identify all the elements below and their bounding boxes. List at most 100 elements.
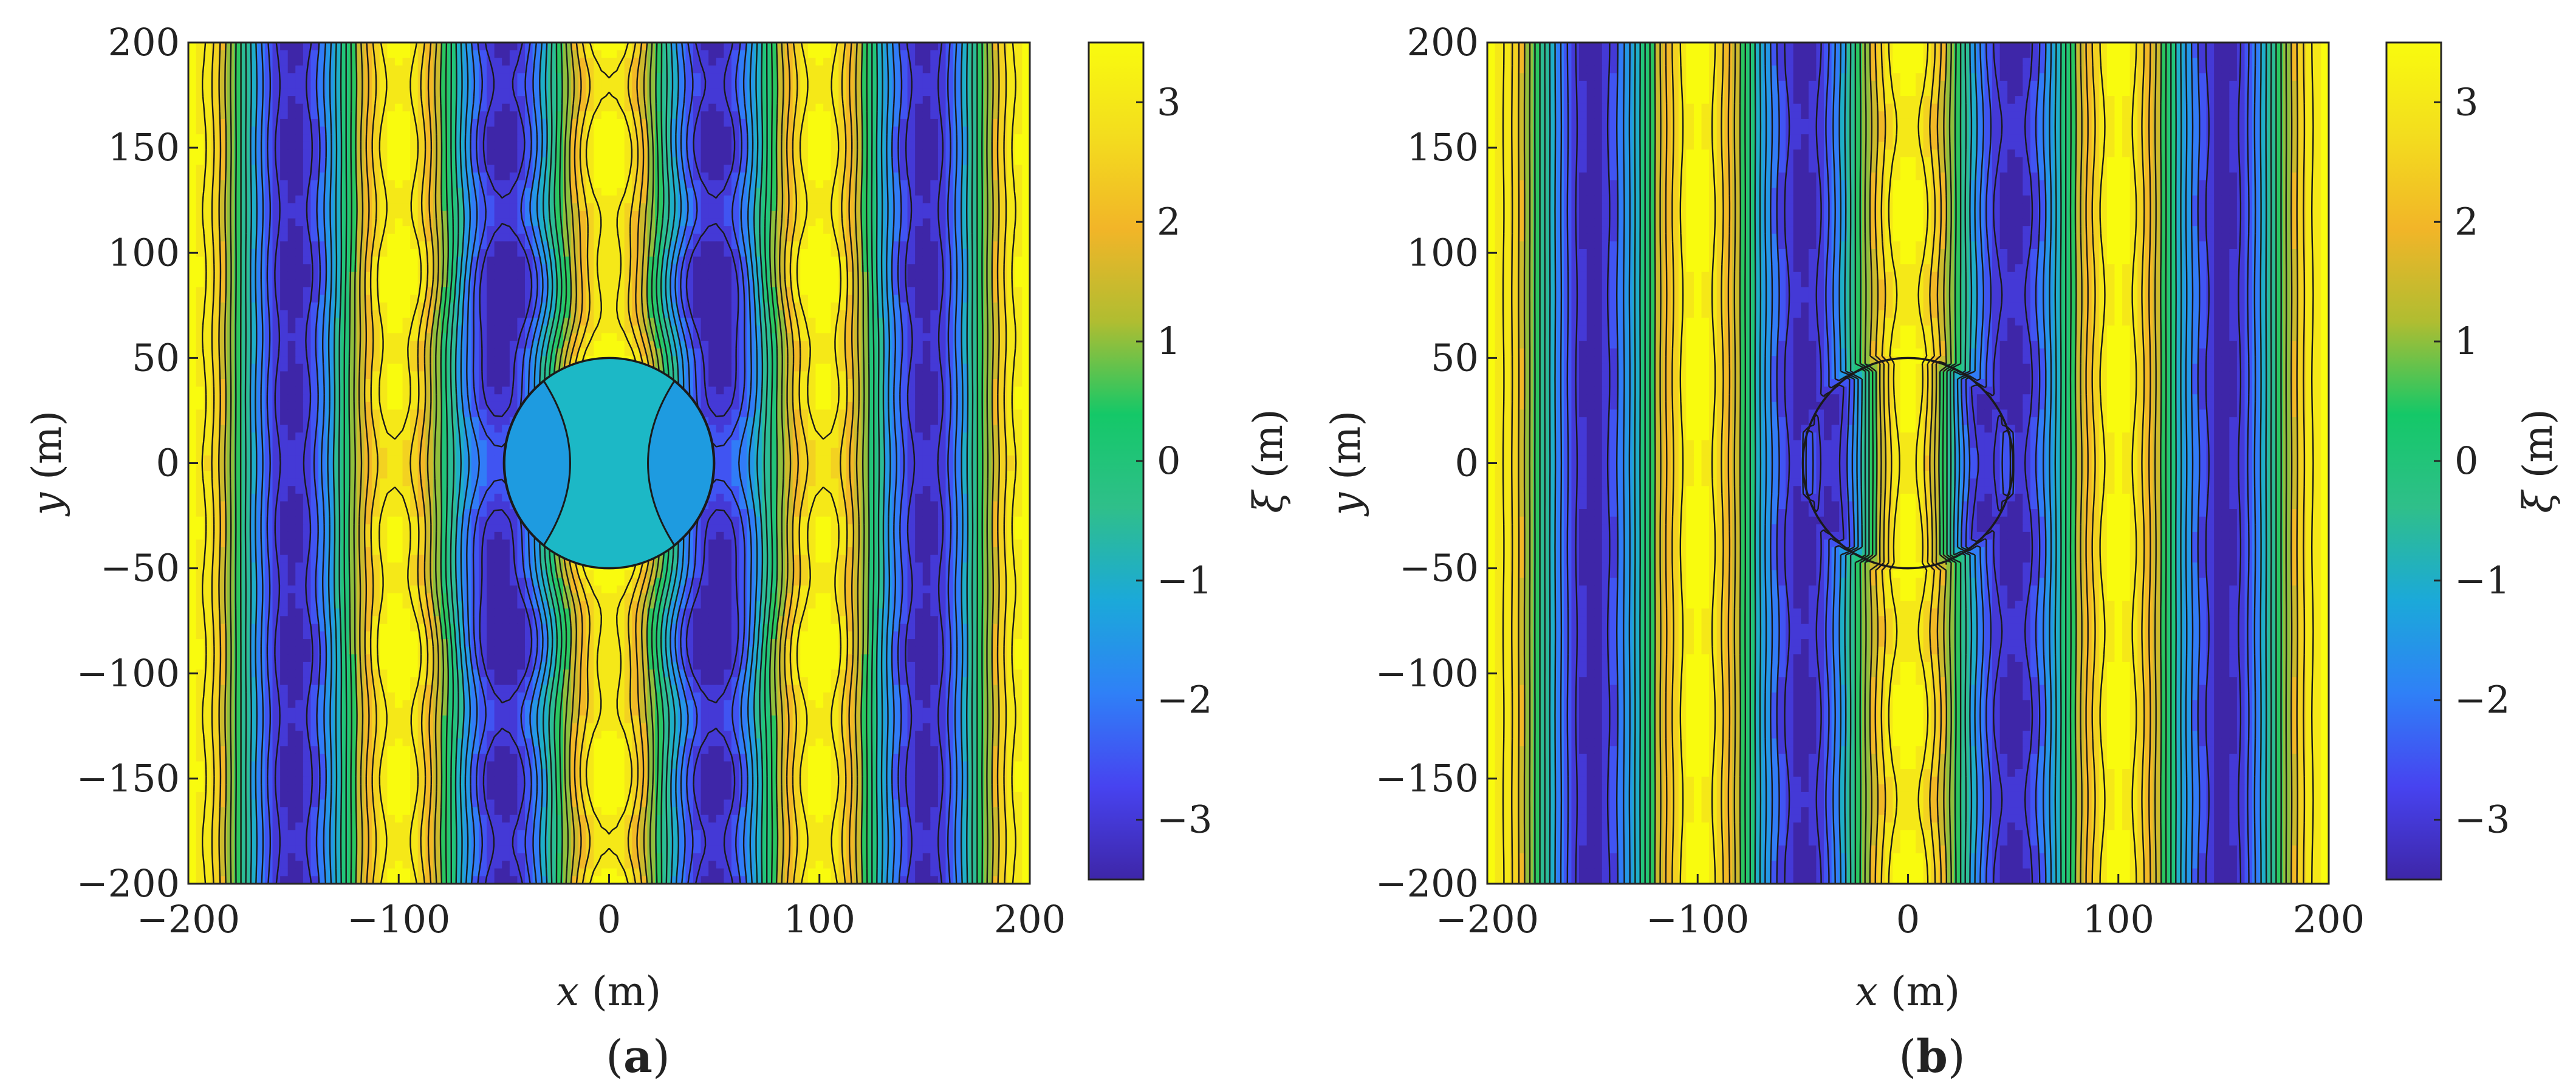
field-cell <box>785 348 793 357</box>
field-cell <box>869 65 877 73</box>
field-cell <box>807 149 817 158</box>
field-cell <box>494 264 502 273</box>
field-cell <box>777 96 786 104</box>
field-cell <box>1014 111 1023 120</box>
field-cell <box>670 80 679 89</box>
field-cell <box>211 142 219 150</box>
field-cell <box>1007 134 1015 143</box>
field-cell <box>999 126 1007 135</box>
field-cell <box>471 371 480 380</box>
field-cell <box>326 149 334 158</box>
field-cell <box>357 371 365 380</box>
field-cell <box>494 371 502 380</box>
field-cell <box>364 134 372 143</box>
field-cell <box>425 264 434 273</box>
field-cell <box>716 279 724 288</box>
field-cell <box>257 333 265 341</box>
field-cell <box>807 248 817 258</box>
field-cell <box>877 50 885 58</box>
field-cell <box>930 165 939 173</box>
field-cell <box>747 295 755 303</box>
field-cell <box>540 203 549 211</box>
field-cell <box>349 379 357 388</box>
field-cell <box>326 287 334 296</box>
field-cell <box>402 256 411 265</box>
field-cell <box>937 363 947 372</box>
field-cell <box>188 226 197 234</box>
field-cell <box>961 211 969 219</box>
field-cell <box>831 264 839 273</box>
field-cell <box>831 356 839 364</box>
field-cell <box>341 149 350 158</box>
field-cell <box>708 111 717 120</box>
field-cell <box>877 142 885 150</box>
field-cell <box>295 386 304 395</box>
field-cell <box>188 325 197 334</box>
field-cell <box>632 58 640 66</box>
field-cell <box>930 241 939 250</box>
field-cell <box>280 96 289 104</box>
field-cell <box>800 142 809 150</box>
field-cell <box>303 149 312 158</box>
field-cell <box>532 279 541 288</box>
field-cell <box>417 50 426 58</box>
field-cell <box>387 88 396 97</box>
field-cell <box>471 203 480 211</box>
field-cell <box>509 325 518 334</box>
field-cell <box>364 118 372 128</box>
field-cell <box>953 58 962 66</box>
field-cell <box>479 341 487 349</box>
field-cell <box>287 379 296 388</box>
field-cell <box>693 295 702 303</box>
field-cell <box>188 264 197 273</box>
field-cell <box>494 295 502 303</box>
field-cell <box>892 325 900 334</box>
field-cell <box>724 157 732 166</box>
field-cell <box>471 149 480 158</box>
field-cell <box>922 248 931 258</box>
field-cell <box>570 272 579 280</box>
field-cell <box>341 80 350 89</box>
field-cell <box>838 279 847 288</box>
field-cell <box>884 279 892 288</box>
field-cell <box>823 80 832 89</box>
field-cell <box>800 341 809 349</box>
field-cell <box>372 272 380 280</box>
field-cell <box>647 126 656 135</box>
field-cell <box>204 73 212 81</box>
field-cell <box>769 248 778 258</box>
field-cell <box>448 43 457 51</box>
field-cell <box>440 65 449 73</box>
field-cell <box>487 218 495 227</box>
field-cell <box>609 310 617 318</box>
field-cell <box>907 241 916 250</box>
field-cell <box>417 279 426 288</box>
field-cell <box>869 111 877 120</box>
field-cell <box>777 65 786 73</box>
field-cell <box>999 134 1007 143</box>
field-cell <box>295 134 304 143</box>
field-cell <box>517 58 526 66</box>
field-cell <box>448 341 457 349</box>
field-cell <box>915 333 923 341</box>
field-cell <box>609 211 617 219</box>
field-cell <box>257 203 265 211</box>
field-cell <box>425 43 434 51</box>
field-cell <box>295 348 304 357</box>
field-cell <box>295 142 304 150</box>
field-cell <box>685 103 694 112</box>
field-cell <box>609 80 617 89</box>
field-cell <box>387 80 396 89</box>
field-cell <box>563 88 572 97</box>
field-cell <box>295 50 304 58</box>
field-cell <box>433 203 442 211</box>
field-cell <box>701 195 709 204</box>
field-cell <box>685 356 694 364</box>
field-cell <box>953 111 962 120</box>
field-cell <box>509 279 518 288</box>
field-cell <box>777 50 786 58</box>
field-cell <box>823 272 832 280</box>
field-cell <box>594 188 602 196</box>
field-cell <box>739 356 747 364</box>
field-cell <box>899 58 908 66</box>
